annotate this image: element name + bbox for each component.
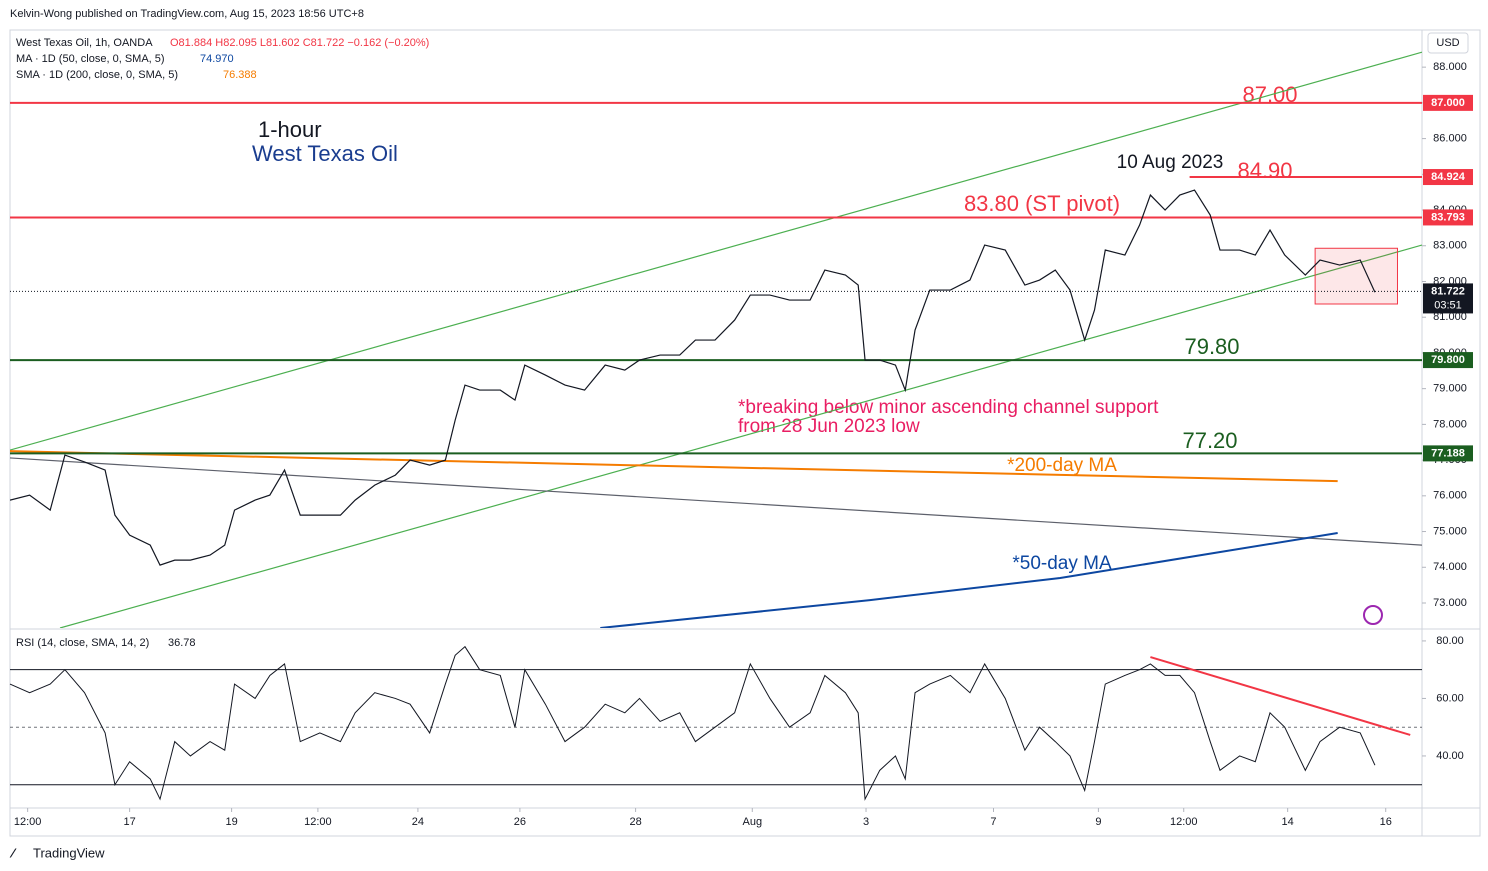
price-tag-label: 87.000: [1431, 97, 1465, 109]
trend-line: [10, 51, 1422, 451]
annotation: from 28 Jun 2023 low: [738, 416, 920, 437]
x-tick-label: 7: [990, 816, 996, 828]
trend-line: [10, 450, 1338, 483]
last-price-tag: [1423, 283, 1473, 314]
y-tick-label: 88.000: [1433, 61, 1467, 73]
rsi-label: RSI (14, close, SMA, 14, 2): [16, 637, 149, 649]
symbol: West Texas Oil, 1h, OANDA: [16, 37, 153, 49]
x-tick-label: Aug: [742, 816, 762, 828]
published: Kelvin-Wong published on TradingView.com…: [10, 8, 364, 20]
ma50-value: 74.970: [200, 53, 234, 65]
zone-box: [1314, 247, 1398, 305]
rsi-trend: [1150, 656, 1411, 736]
annotation: 79.80: [1184, 334, 1239, 359]
price-tag-label: 84.924: [1431, 171, 1466, 183]
logo-mark: ⁄‌: [9, 845, 17, 860]
price-tag: [1423, 445, 1473, 462]
price-tag-label: 79.800: [1431, 354, 1465, 366]
y-tick-label: 75.000: [1433, 525, 1467, 537]
annotation: *breaking below minor ascending channel …: [738, 397, 1159, 418]
last-price-label: 81.722: [1431, 285, 1465, 297]
y-tick-label: 78.000: [1433, 418, 1467, 430]
main-pane: [10, 51, 1422, 628]
x-tick-label: 17: [124, 816, 136, 828]
x-tick-label: 12:00: [304, 816, 332, 828]
price-tag: [1423, 169, 1473, 186]
frame: [9, 29, 1481, 837]
x-tick-label: 9: [1095, 816, 1101, 828]
trend-line: [10, 457, 1422, 546]
price-tag: [1423, 352, 1473, 369]
trend-line: [59, 244, 1422, 628]
trend-line: [600, 531, 1338, 628]
x-tick-label: 12:00: [14, 816, 42, 828]
y-tick-label: 73.000: [1433, 597, 1467, 609]
price-tag: [1423, 94, 1473, 111]
currency: USD: [1436, 37, 1459, 49]
icon[interactable]: [1363, 605, 1383, 625]
x-tick-label: 26: [514, 816, 526, 828]
annotation: 77.20: [1182, 428, 1237, 453]
ma50-label: MA · 1D (50, close, 0, SMA, 5): [16, 53, 165, 65]
countdown: 03:51: [1434, 299, 1462, 311]
y-tick-label: 86.000: [1433, 133, 1467, 145]
x-tick-label: 19: [225, 816, 237, 828]
price-tag: [1423, 209, 1473, 226]
annotation: 84.90: [1237, 158, 1292, 183]
x-tick-label: 3: [863, 816, 869, 828]
currency-box[interactable]: [1427, 32, 1469, 54]
rsi-tick-label: 60.00: [1436, 692, 1464, 704]
footer: TradingView: [33, 845, 105, 860]
rsi-last: 36.78: [168, 637, 196, 649]
annotation: 83.80 (ST pivot): [964, 191, 1120, 216]
y-tick-label: 81.000: [1433, 311, 1467, 323]
line: [10, 189, 1376, 566]
y-tick-label: 79.000: [1433, 383, 1467, 395]
rsi-tick-label: 80.00: [1436, 635, 1464, 647]
y-tick-label: 74.000: [1433, 561, 1467, 573]
annotation: *50-day MA: [1012, 553, 1112, 574]
x-tick-label: 16: [1380, 816, 1392, 828]
instrument-name: West Texas Oil: [252, 141, 398, 166]
rsi-line: [9, 645, 1376, 801]
ma200-value: 76.388: [223, 69, 257, 81]
price-tag-label: 83.793: [1431, 211, 1465, 223]
rsi-tick-label: 40.00: [1436, 750, 1464, 762]
x-tick-label: 24: [412, 816, 424, 828]
timeframe: 1-hour: [258, 117, 322, 142]
ma200-label: SMA · 1D (200, close, 0, SMA, 5): [16, 69, 178, 81]
y-tick-label: 83.000: [1433, 240, 1467, 252]
price-tag-label: 77.188: [1431, 447, 1465, 459]
x-tick-label: 28: [629, 816, 641, 828]
annotation: 10 Aug 2023: [1117, 152, 1224, 173]
ohlc: O81.884 H82.095 L81.602 C81.722 −0.162 (…: [170, 37, 429, 49]
x-tick-label: 12:00: [1170, 816, 1198, 828]
x-tick-label: 14: [1282, 816, 1294, 828]
annotation: *200-day MA: [1007, 455, 1117, 476]
y-tick-label: 76.000: [1433, 490, 1467, 502]
